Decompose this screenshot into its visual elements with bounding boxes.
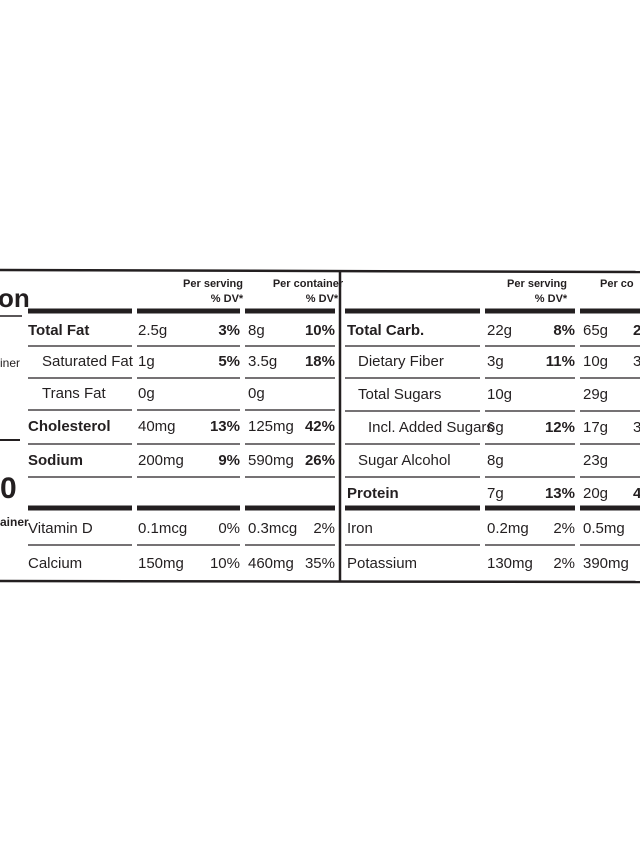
nutrient-name: Total Sugars [358,386,441,403]
nutrient-value: 200mg [138,452,184,469]
nutrient-value: 29g [583,386,608,403]
nutrient-value: 18% [305,353,335,370]
nutrient-value: 42% [305,418,335,435]
nutrient-value: 0g [248,385,265,402]
nutrient-value: 2% [553,555,575,572]
nutrient-name: Sodium [28,452,83,469]
nutrient-value: 20g [583,485,608,502]
nutrient-value: 3 [633,353,640,370]
nutrient-value: 10% [305,322,335,339]
nutrient-value: 7g [487,485,504,502]
nutrient-value: 8g [248,322,265,339]
nutrient-value: 130mg [487,555,533,572]
nutrient-value: 8% [553,322,575,339]
calories-fragment: 0 [0,472,17,505]
column-header: Per serving [507,278,567,290]
nutrient-value: 2 [633,322,640,339]
title-fragment: on [0,283,30,313]
nutrient-name: Potassium [347,555,417,572]
column-header: % DV* [211,293,244,305]
nutrient-name: Iron [347,520,373,537]
nutrient-name: Vitamin D [28,520,93,537]
nutrient-value: 390mg [583,555,629,572]
nutrient-name: Cholesterol [28,418,111,435]
nutrient-value: 13% [210,418,240,435]
nutrient-value: 5% [218,353,240,370]
nutrient-value: 0% [218,520,240,537]
nutrient-value: 10g [487,386,512,403]
nutrient-value: 23g [583,452,608,469]
column-header: % DV* [535,293,568,305]
nutrient-name: Calcium [28,555,82,572]
nutrient-name: Incl. Added Sugars [368,419,494,436]
nutrient-value: 12% [545,419,575,436]
nutrient-value: 3 [633,419,640,436]
nutrient-name: Protein [347,485,399,502]
nutrient-value: 65g [583,322,608,339]
nutrient-value: 2.5g [138,322,167,339]
nutrient-value: 0.1mcg [138,520,187,537]
nutrient-value: 3.5g [248,353,277,370]
nutrient-value: 590mg [248,452,294,469]
nutrient-name: Total Carb. [347,322,424,339]
nutrient-value: 35% [305,555,335,572]
nutrient-name: Trans Fat [42,385,106,402]
nutrient-value: 0.5mg [583,520,625,537]
column-header: Per serving [183,278,243,290]
nutrient-name: Sugar Alcohol [358,452,451,469]
nutrient-value: 10g [583,353,608,370]
label-top-border [0,268,640,274]
nutrient-value: 0.2mg [487,520,529,537]
column-header: Per container [273,278,344,290]
nutrient-value: 3% [218,322,240,339]
column-header: Per co [600,278,634,290]
nutrient-value: 26% [305,452,335,469]
nutrient-value: 2% [553,520,575,537]
nutrient-value: 9% [218,452,240,469]
nutrient-value: 0.3mcg [248,520,297,537]
label-bottom-border [0,579,640,584]
nutrient-value: 0g [138,385,155,402]
nutrient-name: Total Fat [28,322,89,339]
nutrient-value: 13% [545,485,575,502]
nutrient-value: 6g [487,419,504,436]
nutrient-value: 150mg [138,555,184,572]
nutrient-value: 8g [487,452,504,469]
nutrient-value: 11% [546,353,575,370]
nutrient-value: 17g [583,419,608,436]
nutrient-value: 460mg [248,555,294,572]
nutrient-value: 3g [487,353,504,370]
nutrient-value: 4 [633,485,640,502]
nutrient-value: 2% [313,520,335,537]
nutrient-value: 1g [138,353,155,370]
nutrient-name: Saturated Fat [42,353,134,370]
nutrient-value: 10% [210,555,240,572]
container-fragment: ainer [0,515,29,529]
nutrient-name: Dietary Fiber [358,353,444,370]
nutrient-value: 125mg [248,418,294,435]
nutrient-value: 40mg [138,418,176,435]
servings-fragment: iner [0,356,20,370]
nutrient-value: 22g [487,322,512,339]
column-header: % DV* [306,293,339,305]
